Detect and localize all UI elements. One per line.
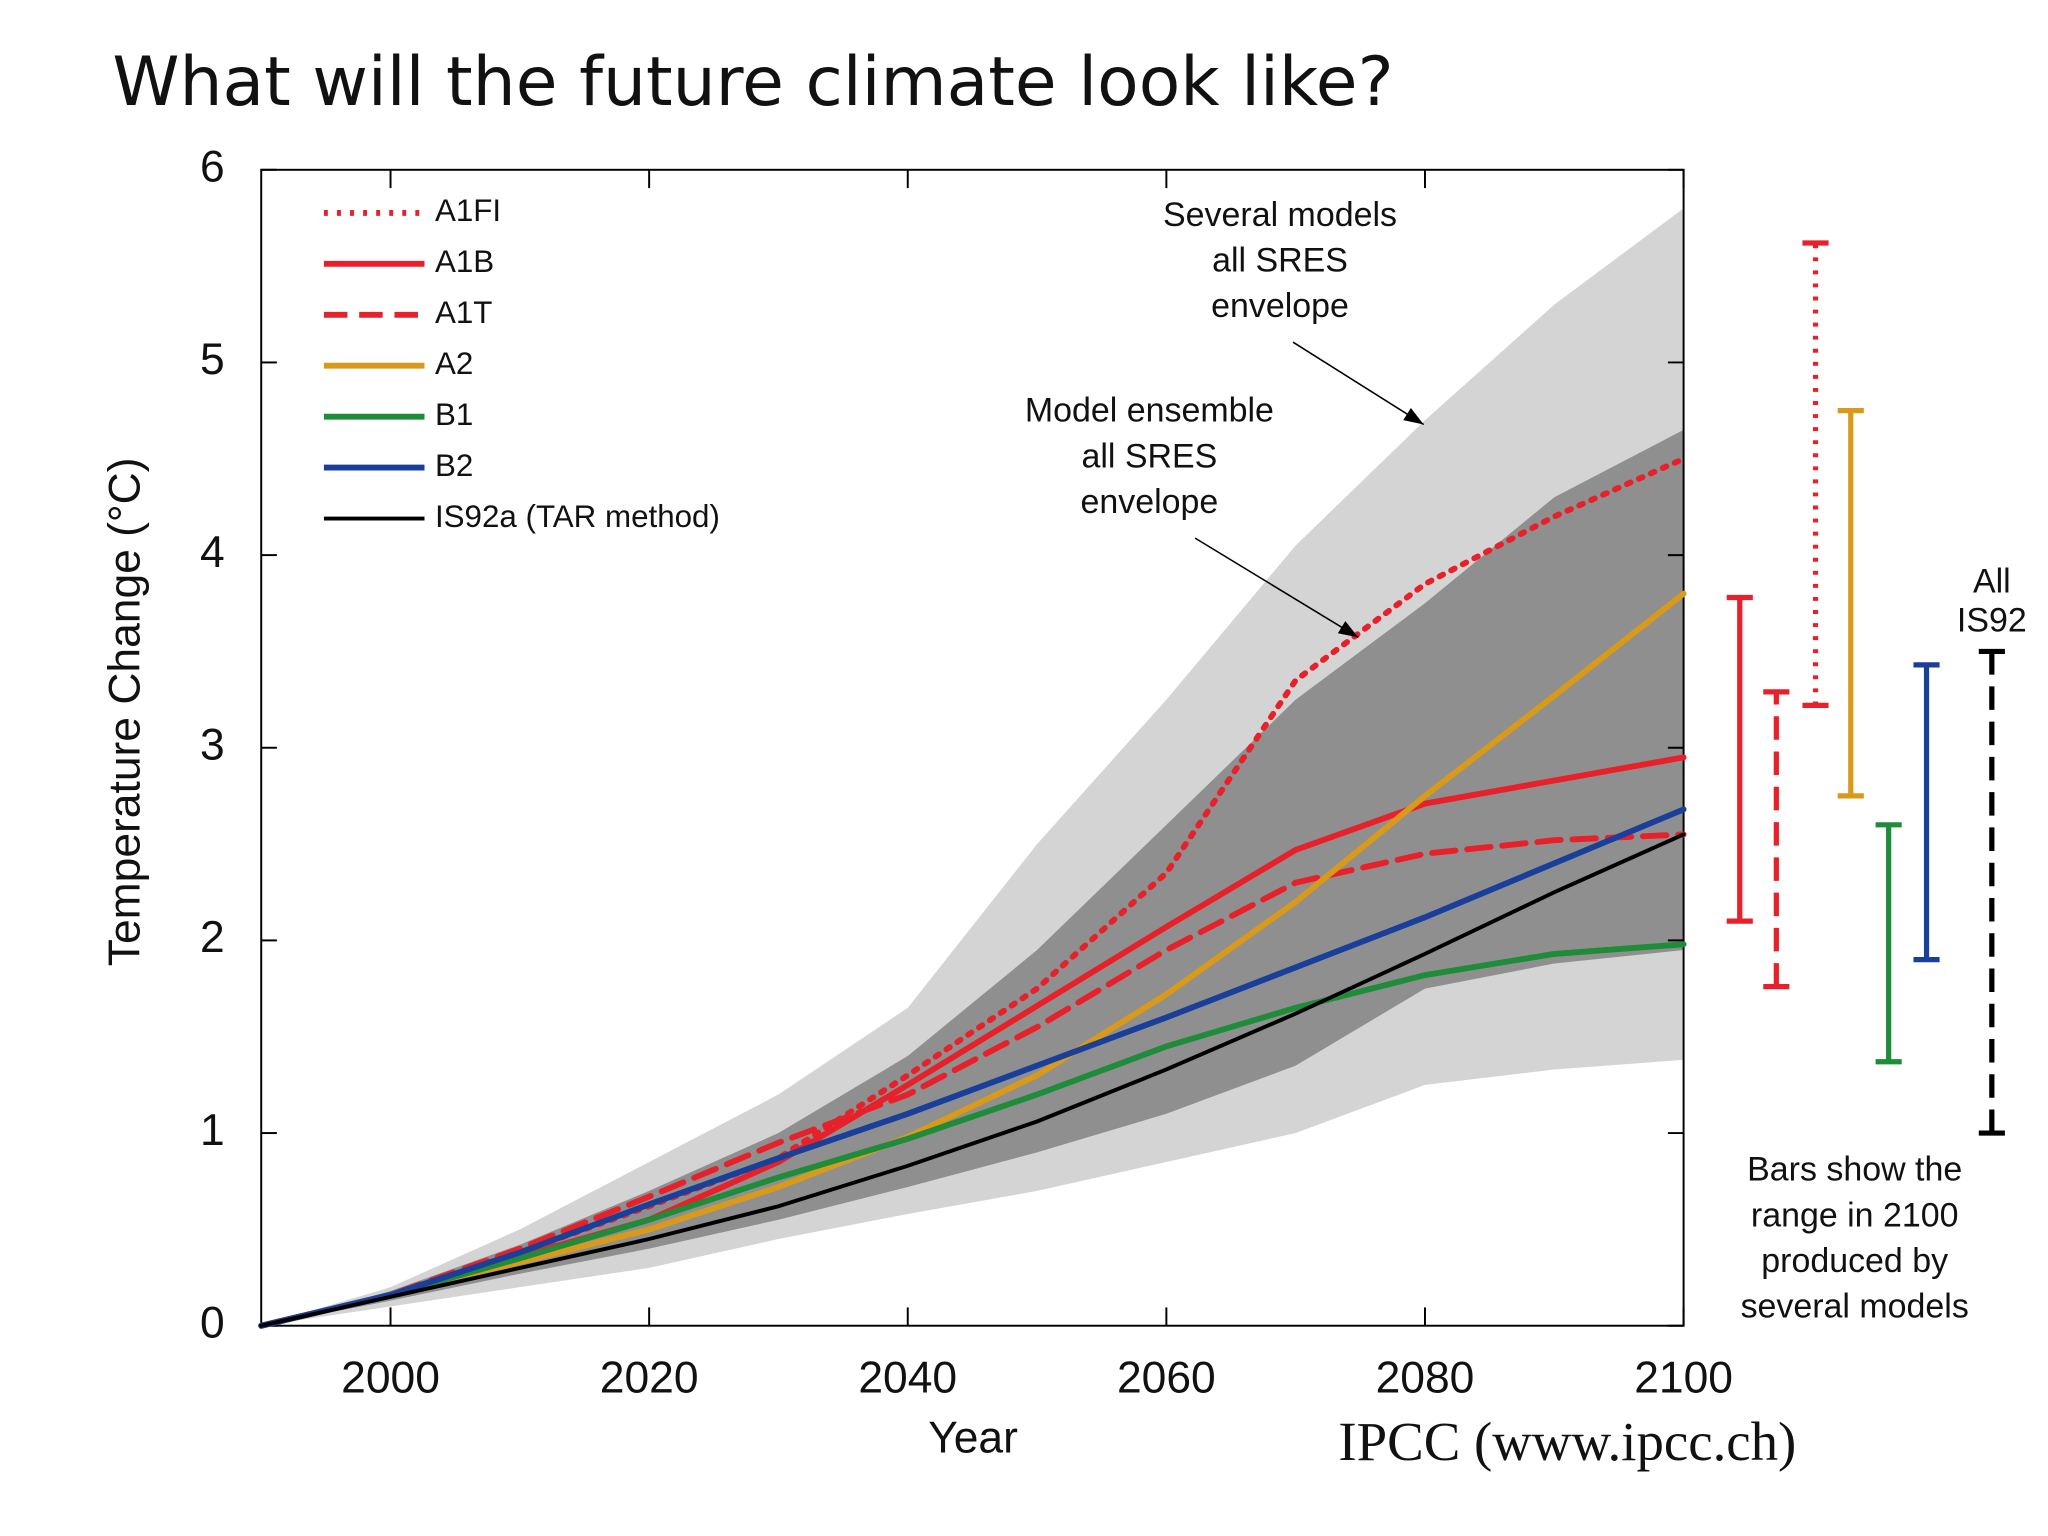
series-line [258,806,1687,1329]
series-line [258,590,1687,1329]
y-tick-label: 0 [200,1298,225,1347]
arrow-head [1403,407,1424,425]
envelope-note: envelope [1081,483,1219,521]
x-tick-label: 2060 [1117,1353,1216,1402]
y-axis-label: Temperature Change (°C) [101,457,150,966]
x-tick-label: 2000 [341,1353,440,1402]
envelope-note: all SRES [1212,241,1348,279]
y-tick-label: 4 [200,528,225,577]
envelope-note: envelope [1211,287,1349,325]
arrow-line [1194,537,1359,639]
bars-note: produced by [1761,1242,1948,1280]
legend-label: B2 [435,448,473,483]
legend-label: B1 [435,397,473,432]
bars-note: several models [1741,1288,1969,1326]
x-tick-label: 2100 [1634,1353,1733,1402]
legend-label: A1FI [435,193,501,228]
x-tick-label: 2080 [1376,1353,1475,1402]
series-line [258,941,1687,1329]
source: IPCC (www.ipcc.ch) [1338,1411,1796,1472]
legend-label: A2 [435,346,473,381]
bars-note: Bars show the [1747,1151,1962,1189]
x-tick-label: 2020 [600,1353,699,1402]
y-tick-label: 6 [200,143,225,192]
envelope-note: Model ensemble [1025,392,1274,430]
arrow-line [1292,341,1425,426]
series-line [259,832,1686,1328]
x-tick-label: 2040 [858,1353,957,1402]
range-label: All [1973,562,2011,600]
y-tick-label: 2 [200,913,225,962]
envelope-note: Several models [1163,196,1397,234]
legend-label: A1B [435,244,494,279]
series-line [258,831,1687,1329]
arrow-head [1337,621,1359,638]
x-axis-label: Year [928,1413,1018,1462]
range-label: IS92 [1957,602,2027,640]
legend-label: A1T [435,295,492,330]
y-tick-label: 5 [200,335,225,384]
envelope-note: all SRES [1081,437,1217,475]
legend-label: IS92a (TAR method) [435,499,720,534]
bars-note: range in 2100 [1751,1196,1959,1234]
page-title: What will the future climate look like? [112,43,1393,122]
envelope [261,429,1684,1326]
y-tick-label: 1 [200,1106,225,1155]
y-tick-label: 3 [200,720,225,769]
